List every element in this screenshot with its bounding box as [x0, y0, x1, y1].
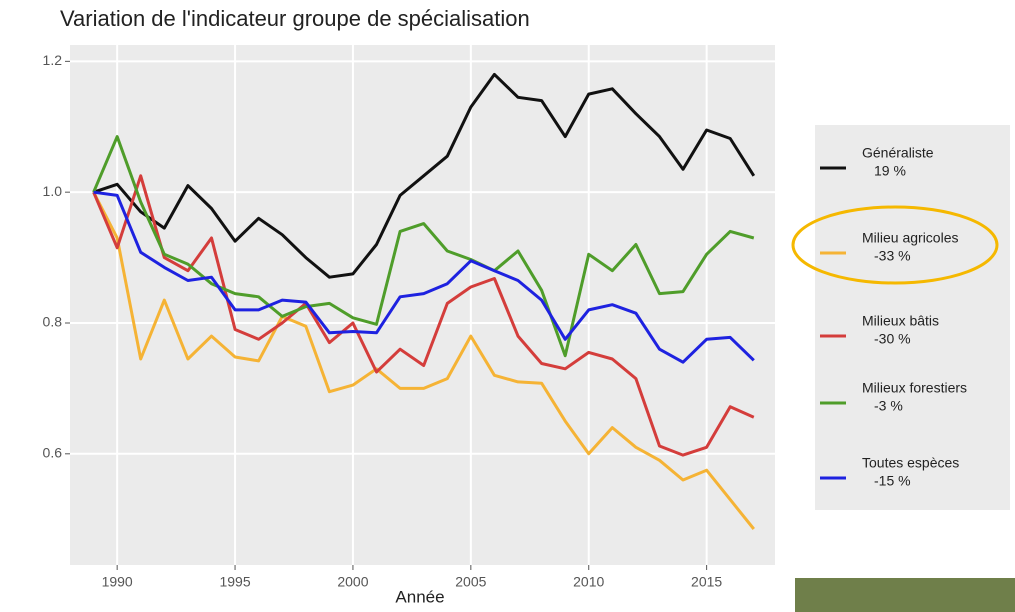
y-tick-label: 1.2	[43, 52, 63, 68]
data-line	[93, 190, 755, 364]
legend-label: Milieu agricoles	[862, 230, 958, 246]
legend-change: -3 %	[874, 398, 903, 414]
highlight-ellipse	[791, 205, 999, 285]
photo-fragment	[795, 578, 1015, 612]
x-tick-label: 1995	[219, 574, 250, 590]
legend-label: Milieux forestiers	[862, 380, 967, 396]
x-axis-label: Année	[395, 587, 444, 606]
legend-box	[815, 125, 1010, 510]
legend-change: -30 %	[874, 331, 911, 347]
data-line	[92, 174, 755, 457]
x-tick-label: 2010	[573, 574, 604, 590]
data-line	[92, 191, 755, 530]
y-tick-label: 0.6	[43, 445, 63, 461]
data-line	[93, 72, 756, 279]
x-tick-label: 2015	[691, 574, 722, 590]
legend-label: Milieux bâtis	[862, 313, 939, 329]
x-tick-label: 1990	[102, 574, 133, 590]
y-tick-label: 1.0	[43, 183, 63, 199]
chart-title: Variation de l'indicateur groupe de spéc…	[60, 6, 530, 31]
x-tick-label: 2000	[337, 574, 368, 590]
legend-change: 19 %	[874, 163, 906, 179]
plot-panel	[70, 45, 775, 565]
legend-change: -33 %	[874, 248, 911, 264]
legend-label: Généraliste	[862, 145, 934, 161]
legend-label: Toutes espèces	[862, 455, 959, 471]
y-tick-label: 0.8	[43, 314, 63, 330]
legend-change: -15 %	[874, 473, 911, 489]
x-tick-label: 2005	[455, 574, 486, 590]
